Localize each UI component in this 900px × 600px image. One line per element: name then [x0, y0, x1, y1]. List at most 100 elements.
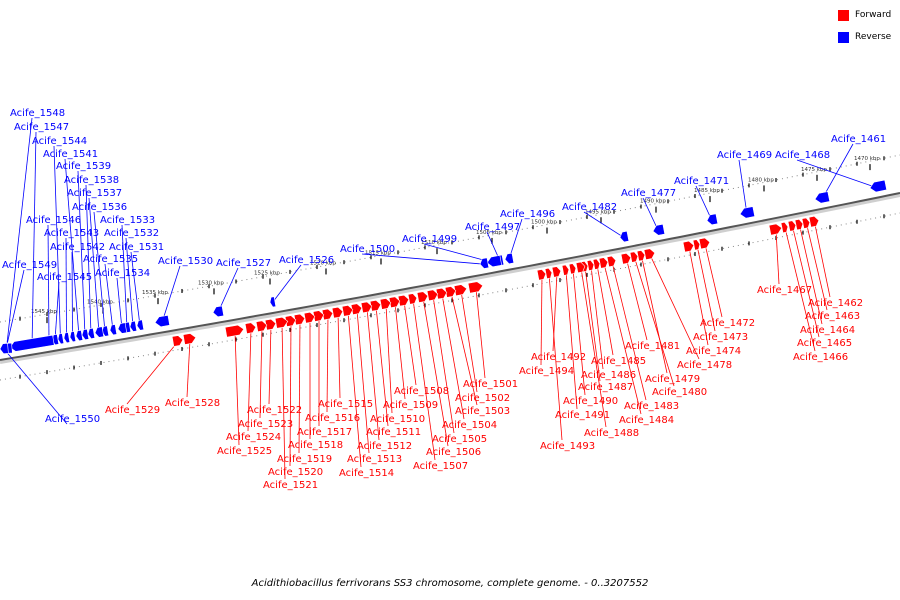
gene-label-acife-1509: Acife_1509 [383, 400, 438, 411]
gene-label-acife-1469: Acife_1469 [717, 150, 772, 161]
forward-gene-feature [586, 259, 595, 272]
reverse-gene-feature [9, 334, 55, 352]
forward-gene-feature [643, 248, 656, 261]
gene-label-acife-1465: Acife_1465 [797, 338, 852, 349]
gene-label-acife-1523: Acife_1523 [238, 419, 293, 430]
reverse-gene-feature [739, 206, 756, 219]
gene-label-acife-1533: Acife_1533 [100, 215, 155, 226]
forward-gene-feature [561, 264, 570, 276]
reverse-gene-feature [57, 333, 65, 345]
gene-label-acife-1526: Acife_1526 [279, 255, 334, 266]
reverse-gene-feature [94, 326, 105, 338]
leader-line [565, 270, 578, 410]
forward-gene-feature [568, 263, 577, 275]
forward-gene-feature [768, 223, 783, 236]
forward-gene-feature [698, 237, 711, 250]
leader-line [441, 294, 465, 420]
ruler-label: 1540 kbp [87, 300, 113, 306]
leader-line [5, 269, 25, 350]
forward-gene-feature [780, 221, 789, 234]
leader-line [583, 211, 625, 238]
gene-label-acife-1514: Acife_1514 [339, 468, 394, 479]
leader-line [121, 224, 128, 329]
leader-line [540, 275, 543, 366]
leader-line [688, 247, 709, 346]
gene-label-acife-1462: Acife_1462 [808, 298, 863, 309]
gene-label-acife-1502: Acife_1502 [455, 393, 510, 404]
leader-line [412, 299, 436, 461]
gene-label-acife-1466: Acife_1466 [793, 352, 848, 363]
forward-gene-feature [606, 255, 617, 268]
leader-line [326, 314, 329, 413]
gene-label-acife-1541: Acife_1541 [43, 149, 98, 160]
forward-gene-feature [321, 308, 334, 321]
forward-gene-feature [435, 287, 448, 300]
ruler-label: 1470 kbp [854, 156, 880, 162]
leader-line [53, 145, 61, 340]
gene-label-acife-1534: Acife_1534 [95, 268, 150, 279]
gene-label-acife-1543: Acife_1543 [44, 228, 99, 239]
gene-label-acife-1538: Acife_1538 [64, 175, 119, 186]
gene-label-acife-1512: Acife_1512 [357, 441, 412, 452]
gene-label-acife-1467: Acife_1467 [757, 285, 812, 296]
leader-line [130, 251, 141, 326]
ruler-label: 1480 kbp [748, 177, 774, 183]
legend: Forward Reverse [838, 8, 900, 52]
forward-gene-feature [331, 306, 344, 319]
gene-label-acife-1497: Acife_1497 [465, 222, 520, 233]
leader-line [64, 158, 80, 337]
gene-label-acife-1505: Acife_1505 [432, 434, 487, 445]
ruler-label: 1535 kbp [142, 290, 168, 296]
gene-label-acife-1493: Acife_1493 [540, 441, 595, 452]
leader-line [821, 143, 854, 200]
gene-label-acife-1507: Acife_1507 [413, 461, 468, 472]
gene-label-acife-1544: Acife_1544 [32, 136, 87, 147]
leader-line [649, 254, 700, 360]
leader-line [814, 222, 831, 298]
forward-gene-feature [444, 286, 457, 298]
forward-gene-feature [598, 257, 609, 269]
gene-label-acife-1528: Acife_1528 [165, 398, 220, 409]
gene-label-acife-1542: Acife_1542 [50, 242, 105, 253]
leader-line [792, 226, 820, 338]
leader-line [432, 295, 455, 434]
forward-gene-feature [303, 311, 316, 324]
forward-gene-feature [551, 266, 562, 278]
gene-label-acife-1537: Acife_1537 [67, 188, 122, 199]
gene-label-acife-1482: Acife_1482 [562, 202, 617, 213]
forward-gene-feature [407, 293, 418, 305]
gene-label-acife-1479: Acife_1479 [645, 374, 700, 385]
gene-label-acife-1521: Acife_1521 [263, 480, 318, 491]
leader-line [361, 253, 485, 265]
gene-label-acife-1530: Acife_1530 [158, 256, 213, 267]
leader-line [626, 259, 648, 341]
leader-line [77, 170, 86, 336]
gene-label-acife-1501: Acife_1501 [463, 379, 518, 390]
reverse-gene-feature [117, 322, 128, 334]
leader-line [289, 321, 292, 467]
gene-label-acife-1468: Acife_1468 [775, 150, 830, 161]
leader-line [85, 184, 92, 335]
leader-line [375, 306, 389, 427]
leader-line [298, 320, 301, 454]
leader-line [738, 159, 748, 215]
reverse-gene-feature [619, 230, 630, 243]
leader-line [3, 348, 68, 425]
forward-gene-feature [274, 316, 289, 329]
leader-line [125, 237, 134, 328]
leader-line [104, 263, 114, 331]
reverse-gene-feature [486, 255, 503, 268]
gene-label-acife-1548: Acife_1548 [10, 108, 65, 119]
chromosome-backbone [0, 192, 900, 361]
gene-label-acife-1522: Acife_1522 [247, 405, 302, 416]
gene-label-acife-1485: Acife_1485 [591, 356, 646, 367]
gene-label-acife-1486: Acife_1486 [581, 370, 636, 381]
reverse-gene-feature [504, 252, 515, 265]
ruler-label: 1475 kbp [801, 167, 827, 173]
leader-line [552, 272, 558, 352]
leader-line [695, 185, 713, 221]
leader-line [590, 265, 604, 370]
forward-gene-feature [360, 301, 373, 314]
gene-label-acife-1532: Acife_1532 [104, 228, 159, 239]
gene-label-acife-1539: Acife_1539 [56, 161, 111, 172]
